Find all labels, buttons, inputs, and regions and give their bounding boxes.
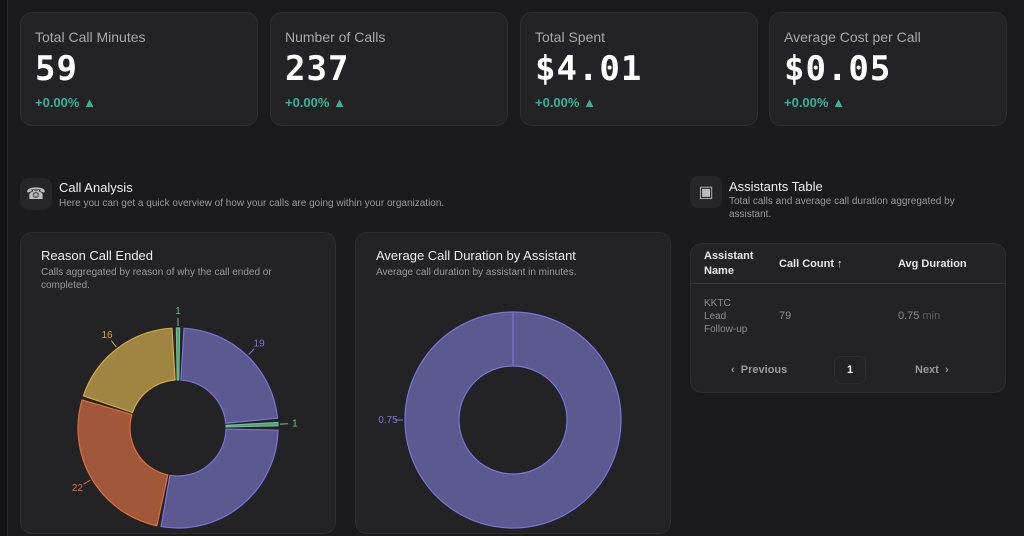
assistants-table: Assistant Name Call Count ↑ Avg Duration…	[690, 243, 1006, 393]
stat-label: Total Spent	[535, 29, 606, 45]
contact-card-icon: ▣	[690, 176, 722, 208]
page-1-button[interactable]: 1	[834, 356, 866, 384]
chart-title: Reason Call Ended	[41, 248, 154, 263]
sidebar-edge	[0, 0, 8, 536]
previous-label: Previous	[740, 364, 788, 376]
stat-number-of-calls: Number of Calls 237 +0.00% ▲	[270, 12, 508, 126]
cell-avg-duration: 0.75 min	[898, 310, 940, 323]
assistants-title: Assistants Table	[729, 179, 823, 194]
duration-value: 0.75	[898, 310, 920, 322]
previous-button[interactable]: ‹ Previous	[731, 364, 787, 376]
chevron-right-icon: ›	[944, 364, 949, 376]
stat-value: $4.01	[535, 49, 643, 89]
stat-average-cost: Average Cost per Call $0.05 +0.00% ▲	[769, 12, 1007, 126]
header-assistant-name[interactable]: Assistant Name	[704, 250, 754, 277]
avg-duration-card: Average Call Duration by Assistant Avera…	[355, 232, 671, 534]
stat-change: +0.00% ▲	[285, 95, 493, 110]
stat-total-spent: Total Spent $4.01 +0.00% ▲	[520, 12, 758, 126]
next-label: Next	[915, 364, 939, 376]
chart-subtitle: Calls aggregated by reason of why the ca…	[41, 267, 272, 291]
stat-value: 237	[285, 49, 350, 89]
header-call-count[interactable]: Call Count ↑	[779, 258, 843, 270]
call-analysis-subtitle: Here you can get a quick overview of how…	[59, 198, 445, 209]
cell-assistant-name: KKTC Lead Follow-up	[704, 298, 748, 335]
change-text: +0.00%	[35, 95, 80, 110]
triangle-up-icon: ▲	[333, 95, 346, 110]
triangle-up-icon: ▲	[832, 95, 845, 110]
stat-change: +0.00% ▲	[35, 95, 243, 110]
stat-label: Average Cost per Call	[784, 29, 921, 45]
change-text: +0.00%	[535, 95, 580, 110]
triangle-up-icon: ▲	[583, 95, 596, 110]
next-button[interactable]: Next ›	[915, 364, 949, 376]
stat-label: Total Call Minutes	[35, 29, 146, 45]
stat-value: $0.05	[784, 49, 892, 89]
stat-value: 59	[35, 49, 78, 89]
header-avg-duration[interactable]: Avg Duration	[898, 258, 967, 270]
assistants-subtitle: Total calls and average call duration ag…	[729, 196, 955, 220]
duration-unit: min	[922, 310, 941, 322]
stat-label: Number of Calls	[285, 29, 386, 45]
triangle-up-icon: ▲	[83, 95, 96, 110]
chart-title: Average Call Duration by Assistant	[376, 248, 576, 263]
change-text: +0.00%	[784, 95, 829, 110]
cell-call-count: 79	[779, 310, 792, 322]
chevron-left-icon: ‹	[731, 364, 735, 376]
header-divider	[691, 283, 1005, 284]
call-analysis-title: Call Analysis	[59, 180, 133, 195]
phone-icon: ☎	[20, 178, 52, 210]
stat-change: +0.00% ▲	[784, 95, 992, 110]
reason-call-ended-card: Reason Call Ended Calls aggregated by re…	[20, 232, 336, 534]
stat-change: +0.00% ▲	[535, 95, 743, 110]
change-text: +0.00%	[285, 95, 330, 110]
stat-total-call-minutes: Total Call Minutes 59 +0.00% ▲	[20, 12, 258, 126]
chart-subtitle: Average call duration by assistant in mi…	[376, 267, 577, 278]
